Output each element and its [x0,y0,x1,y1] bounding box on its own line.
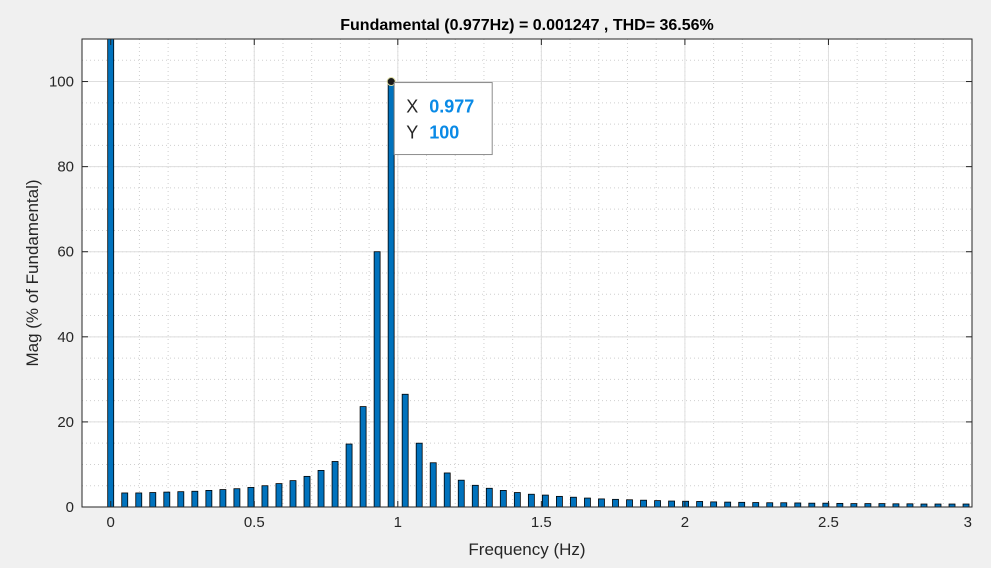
bar [261,485,269,508]
y-tick-label: 20 [57,414,74,431]
bar [401,393,409,508]
bar [766,502,774,508]
plot-frame [81,38,973,508]
bar [429,462,437,508]
y-tick-label: 60 [57,244,74,261]
data-tip[interactable]: X 0.977 Y 100 [386,77,493,156]
bars [107,38,970,508]
y-tick-label: 40 [57,329,74,346]
bar [626,499,633,508]
bar [513,492,521,508]
bar [570,496,577,508]
bar [794,502,802,508]
x-tick-label: 0 [107,514,115,531]
bar [121,492,129,508]
bar [359,406,367,508]
bar [177,491,185,508]
bar [247,487,255,508]
bar [317,470,325,508]
bar [878,503,886,508]
bar [836,502,844,508]
bar [415,442,423,508]
bar [135,492,143,508]
bar [387,81,395,508]
bar [457,479,465,508]
bar [752,502,760,508]
bar [331,461,339,508]
bar [289,480,297,508]
y-axis-label: Mag (% of Fundamental) [23,179,42,366]
data-tip-marker[interactable] [386,77,396,87]
bar [485,487,493,508]
bar [738,501,746,508]
axis-ticks [82,39,973,508]
bar [822,502,830,508]
bar [864,503,872,508]
bar [303,475,311,508]
bar [345,443,353,508]
data-tip-x-value: 0.977 [429,97,474,117]
bar [163,491,171,508]
bar [668,500,675,508]
bar [275,483,283,508]
bar [107,38,115,508]
bar [612,498,619,508]
bar [598,498,605,508]
x-tick-label: 1 [394,514,402,531]
y-tick-label: 80 [57,159,74,176]
bar [527,493,535,508]
data-tip-y-key: Y [406,123,418,143]
data-tip-x-key: X [406,97,418,117]
x-tick-label: 1.5 [531,514,552,531]
bar [696,501,704,508]
y-tick-label: 0 [66,499,74,516]
bar [219,489,227,508]
bar [682,500,690,508]
bar [443,472,451,508]
bar [541,494,549,508]
bar [780,502,788,508]
x-tick-label: 0.5 [244,514,265,531]
bar [471,484,479,508]
bar [205,490,213,508]
x-tick-label: 2.5 [818,514,839,531]
bar [640,499,647,508]
data-tip-box [393,82,493,156]
data-tip-y-value: 100 [429,123,459,143]
bar [710,501,718,508]
x-axis-label: Frequency (Hz) [468,540,585,559]
bar [556,495,563,508]
bar [654,500,661,508]
bar [499,490,507,508]
bar [233,488,241,508]
bar [191,490,199,508]
bar [808,502,816,508]
chart-title: Fundamental (0.977Hz) = 0.001247 , THD= … [340,17,714,34]
bar [724,501,732,508]
bar [149,492,157,508]
y-tick-label: 100 [49,74,74,91]
bar [850,503,858,508]
x-tick-labels: 0 0.5 1 1.5 2 2.5 3 [107,514,972,531]
y-tick-labels: 0 20 40 60 80 100 [49,74,74,516]
bar [373,251,381,508]
x-tick-label: 3 [964,514,972,531]
x-tick-label: 2 [681,514,689,531]
bar [584,497,591,508]
